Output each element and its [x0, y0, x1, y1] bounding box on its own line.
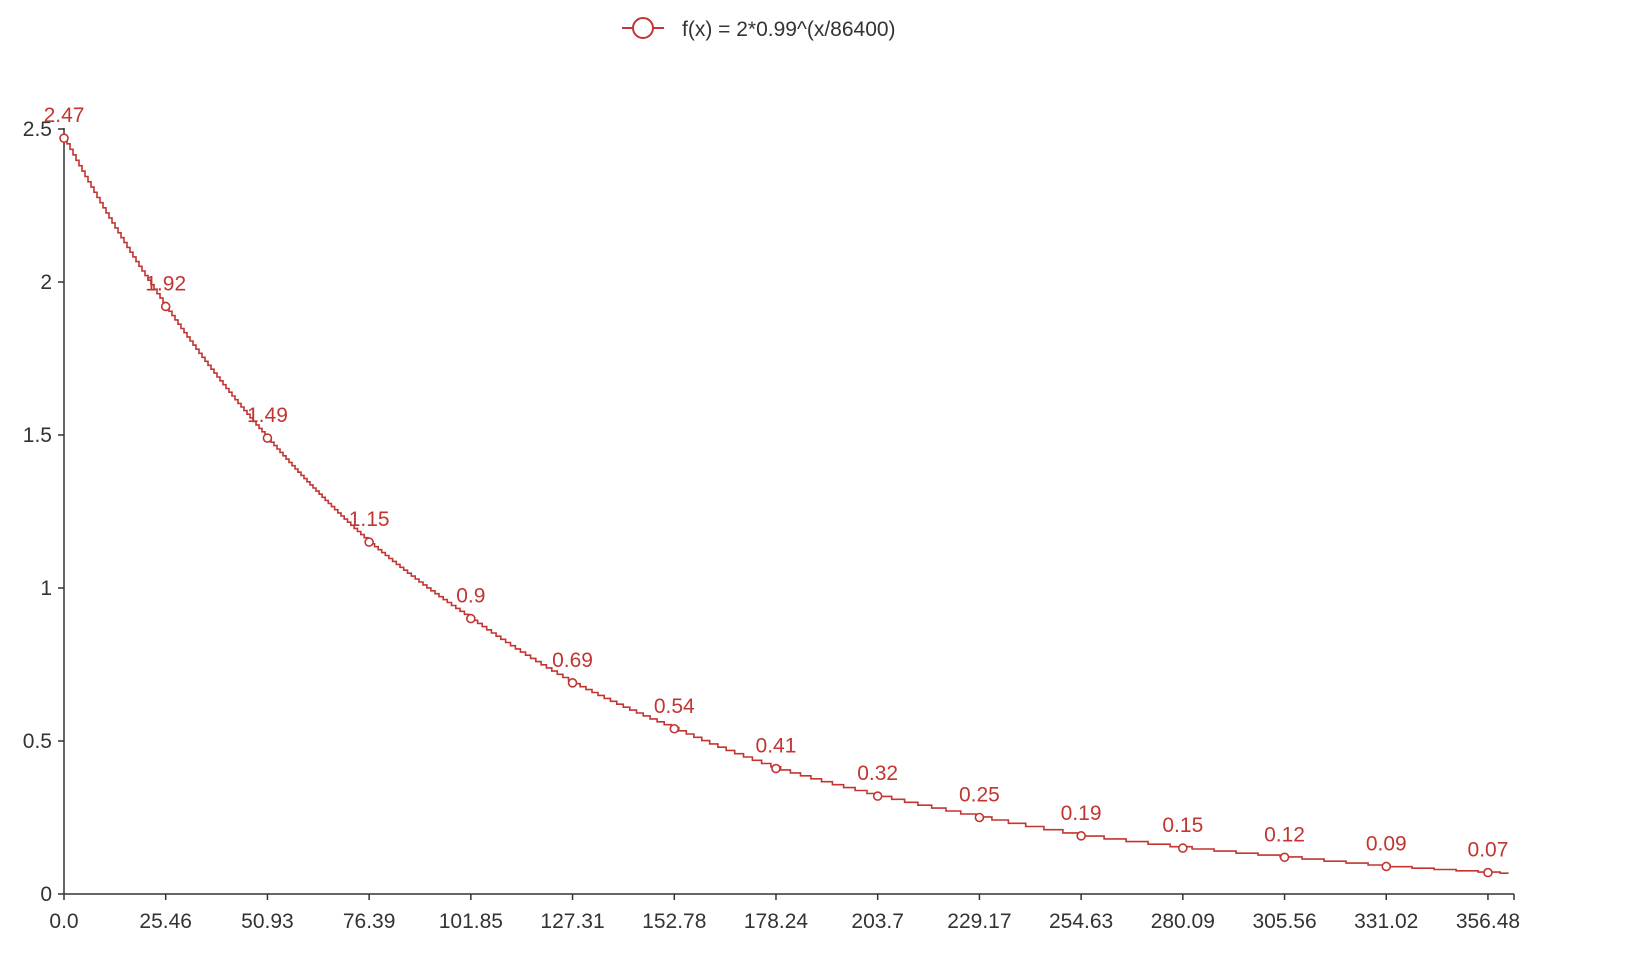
y-tick-label: 1	[40, 577, 52, 600]
x-tick-label: 229.17	[947, 910, 1011, 933]
y-tick-label: 1.5	[23, 424, 52, 447]
x-tick-label: 254.63	[1049, 910, 1113, 933]
data-point[interactable]	[1483, 867, 1493, 878]
data-label: 0.41	[756, 735, 797, 758]
data-label: 1.49	[247, 404, 288, 427]
points-layer	[59, 133, 1493, 878]
circle-line-icon	[632, 17, 654, 39]
data-point[interactable]	[262, 433, 273, 443]
data-point[interactable]	[1381, 861, 1392, 872]
y-tick-label: 2	[40, 271, 52, 294]
data-point[interactable]	[1279, 852, 1290, 863]
data-point[interactable]	[1076, 831, 1086, 841]
x-tick-label: 50.93	[241, 910, 294, 933]
x-tick-label: 127.31	[540, 910, 604, 933]
x-tick-label: 331.02	[1354, 910, 1418, 933]
data-label: 0.25	[959, 784, 1000, 807]
data-point[interactable]	[160, 301, 171, 312]
x-tick-label: 178.24	[744, 910, 809, 933]
x-tick-label: 76.39	[343, 910, 396, 933]
data-label: 0.19	[1061, 802, 1102, 825]
x-tick-label: 280.09	[1151, 910, 1215, 933]
legend-label: f(x) = 2*0.99^(x/86400)	[682, 18, 896, 41]
legend[interactable]: f(x) = 2*0.99^(x/86400)	[622, 17, 896, 41]
data-point[interactable]	[771, 763, 781, 774]
data-point[interactable]	[567, 678, 578, 688]
data-label: 0.32	[857, 762, 898, 785]
data-label: 0.54	[654, 695, 695, 718]
x-tick-label: 25.46	[139, 910, 192, 933]
data-label: 0.9	[456, 585, 485, 608]
data-label: 1.92	[145, 272, 186, 295]
x-tick-label: 356.48	[1456, 910, 1520, 933]
y-tick-label: 0	[40, 883, 52, 906]
data-point[interactable]	[974, 812, 985, 823]
data-point[interactable]	[364, 537, 374, 547]
data-point[interactable]	[1178, 843, 1188, 853]
data-point[interactable]	[669, 723, 680, 734]
data-label: 0.09	[1366, 832, 1407, 855]
data-label: 0.15	[1162, 814, 1203, 837]
series-step-line	[64, 137, 1509, 874]
data-label: 0.69	[552, 649, 593, 672]
x-tick-label: 203.7	[851, 910, 904, 933]
data-label: 1.15	[349, 508, 390, 531]
data-point[interactable]	[59, 133, 69, 143]
x-tick-label: 152.78	[642, 910, 706, 933]
data-label: 0.12	[1264, 823, 1305, 846]
data-point[interactable]	[466, 613, 476, 624]
x-tick-label: 101.85	[439, 910, 503, 933]
data-label: 0.07	[1468, 839, 1509, 862]
x-tick-label: 305.56	[1252, 910, 1316, 933]
series-layer	[64, 137, 1509, 874]
y-tick-label: 0.5	[23, 730, 52, 753]
data-label: 2.47	[44, 104, 85, 127]
axes: 0 0.5 1 1.5 2 2.5 0.0 25.46 50.93 76.39 101.85 127.…	[23, 118, 1520, 933]
x-tick-label: 0.0	[49, 910, 78, 933]
y-tick-label: 2.5	[23, 118, 52, 141]
data-point[interactable]	[872, 791, 883, 801]
labels-layer: 2.47 1.92 1.49 1.15 0.9 0.69 0.54 0.41 0.32 0.25 0…	[44, 104, 1509, 861]
